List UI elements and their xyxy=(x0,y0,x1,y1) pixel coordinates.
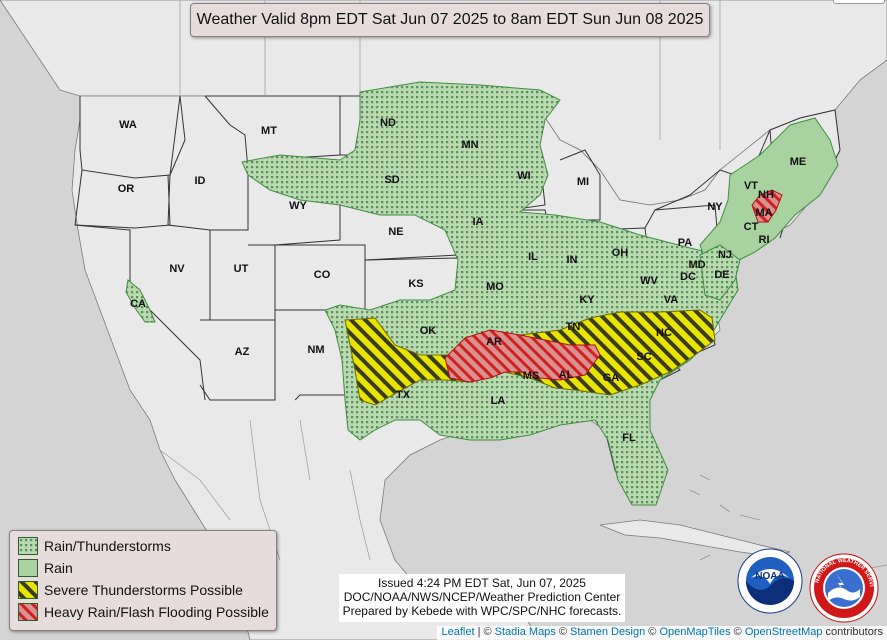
issued-office: DOC/NOAA/NWS/NCEP/Weather Prediction Cen… xyxy=(343,590,621,604)
attribution-sep: © xyxy=(645,626,660,638)
legend-item-heavy-rain: Heavy Rain/Flash Flooding Possible xyxy=(18,602,269,622)
heavy-rain-area xyxy=(444,329,601,383)
state-label-ny: NY xyxy=(707,201,723,213)
state-label-ma: MA xyxy=(755,207,772,219)
state-label-oh: OH xyxy=(612,247,629,259)
rain-thunderstorms-area-midatlantic xyxy=(699,244,741,301)
state-label-az: AZ xyxy=(235,346,250,358)
issued-preparer: Prepared by Kebede with WPC/SPC/NHC fore… xyxy=(342,604,622,618)
heavy-rain-area-northeast xyxy=(751,189,783,223)
state-label-ky: KY xyxy=(579,294,595,306)
red-hatch-swatch-icon xyxy=(18,603,38,621)
state-label-la: LA xyxy=(491,395,506,407)
state-label-md: MD xyxy=(688,259,705,271)
openmaptiles-link[interactable]: OpenMapTiles xyxy=(659,626,731,638)
legend-label: Heavy Rain/Flash Flooding Possible xyxy=(44,604,269,620)
state-label-nh: NH xyxy=(758,189,774,201)
state-label-nj: NJ xyxy=(718,249,732,261)
legend-item-rain-thunderstorms: Rain/Thunderstorms xyxy=(18,536,171,556)
state-label-wa: WA xyxy=(119,119,137,131)
issued-time: Issued 4:24 PM EDT Sat, Jun 07, 2025 xyxy=(378,576,586,590)
state-label-me: ME xyxy=(790,156,807,168)
yellow-hatch-swatch-icon xyxy=(18,581,38,599)
map-title: Weather Valid 8pm EDT Sat Jun 07 2025 to… xyxy=(190,3,710,37)
state-label-ri: RI xyxy=(759,234,770,246)
state-label-mn: MN xyxy=(461,139,478,151)
state-label-or: OR xyxy=(118,183,135,195)
state-label-nc: NC xyxy=(656,327,672,339)
state-label-mt: MT xyxy=(261,125,277,137)
land-florida-keys xyxy=(689,474,887,571)
state-label-wv: WV xyxy=(640,275,658,287)
attribution-sep: © xyxy=(730,626,745,638)
state-label-va: VA xyxy=(664,294,679,306)
state-label-ga: GA xyxy=(603,372,620,384)
legend-label: Severe Thunderstorms Possible xyxy=(44,582,243,598)
state-label-ia: IA xyxy=(473,216,484,228)
nws-logo-icon[interactable]: NATIONAL WEATHER SERVICE xyxy=(808,553,880,623)
state-label-nd: ND xyxy=(380,117,396,129)
state-label-mo: MO xyxy=(486,281,504,293)
state-label-wi: WI xyxy=(517,170,530,182)
state-label-ct: CT xyxy=(744,221,759,233)
attribution-contributors: contributors xyxy=(822,626,883,638)
state-label-vt: VT xyxy=(744,180,758,192)
noaa-logo-text: NOAA xyxy=(755,571,784,582)
attribution-sep: | © xyxy=(474,626,495,638)
state-label-dc: DC xyxy=(680,271,696,283)
attribution-sep: © xyxy=(555,626,571,638)
map-control-button[interactable] xyxy=(833,0,885,4)
state-label-ar: AR xyxy=(486,336,502,348)
legend-item-severe: Severe Thunderstorms Possible xyxy=(18,580,243,600)
legend: Rain/Thunderstorms Rain Severe Thunderst… xyxy=(9,530,277,631)
state-label-ut: UT xyxy=(234,263,249,275)
state-label-mi: MI xyxy=(577,176,589,188)
state-label-de: DE xyxy=(714,269,729,281)
legend-item-rain: Rain xyxy=(18,558,73,578)
openstreetmap-link[interactable]: OpenStreetMap xyxy=(744,626,823,638)
stamen-link[interactable]: Stamen Design xyxy=(570,626,646,638)
state-label-ks: KS xyxy=(408,278,423,290)
state-label-nm: NM xyxy=(307,344,324,356)
legend-label: Rain xyxy=(44,560,73,576)
province-boundaries xyxy=(159,0,721,561)
state-label-tx: TX xyxy=(396,389,411,401)
legend-label: Rain/Thunderstorms xyxy=(44,538,171,554)
state-label-co: CO xyxy=(314,269,331,281)
state-label-il: IL xyxy=(528,251,538,263)
state-label-ca: CA xyxy=(130,298,146,310)
state-label-nv: NV xyxy=(169,263,185,275)
state-label-al: AL xyxy=(559,369,574,381)
state-labels: WA OR CA ID NV MT WY UT AZ CO NM ND SD NE KS OK TX MN IA MO… xyxy=(118,117,807,444)
stadia-link[interactable]: Stadia Maps xyxy=(494,626,556,638)
solid-swatch-icon xyxy=(18,559,38,577)
state-label-fl: FL xyxy=(622,432,636,444)
state-label-pa: PA xyxy=(678,237,693,249)
state-label-sc: SC xyxy=(636,351,651,363)
leaflet-link[interactable]: Leaflet xyxy=(441,626,475,638)
state-label-ne: NE xyxy=(388,226,403,238)
state-label-in: IN xyxy=(567,254,578,266)
state-label-tn: TN xyxy=(566,321,581,333)
issued-info: Issued 4:24 PM EDT Sat, Jun 07, 2025 DOC… xyxy=(339,574,625,622)
state-label-sd: SD xyxy=(384,174,399,186)
state-label-id: ID xyxy=(195,175,206,187)
attribution: Leaflet | © Stadia Maps © Stamen Design … xyxy=(437,626,887,640)
state-label-wy: WY xyxy=(289,200,307,212)
dots-swatch-icon xyxy=(18,537,38,555)
noaa-logo-icon[interactable]: NOAA xyxy=(737,548,803,614)
state-label-ms: MS xyxy=(523,370,540,382)
state-label-ok: OK xyxy=(420,325,437,337)
